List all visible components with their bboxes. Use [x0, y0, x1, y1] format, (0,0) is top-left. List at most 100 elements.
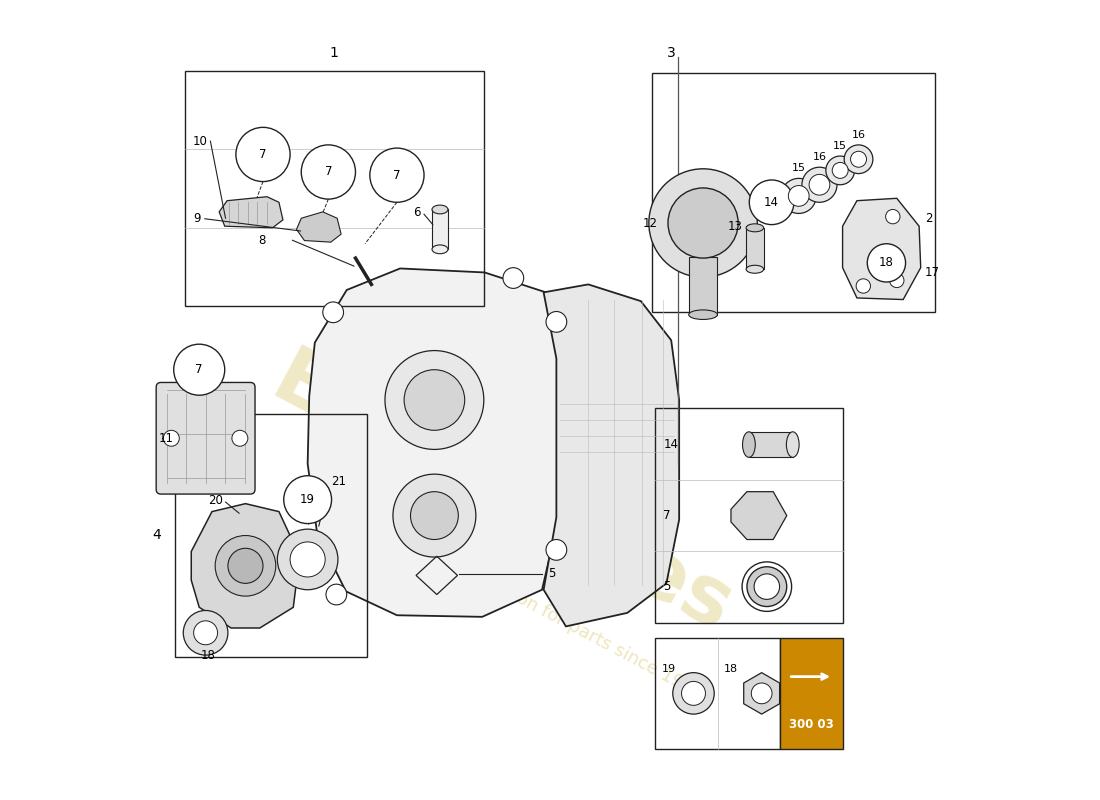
Ellipse shape — [742, 432, 756, 458]
Bar — [689, 258, 717, 314]
Text: Eurospares: Eurospares — [258, 342, 746, 650]
Circle shape — [174, 344, 224, 395]
Text: 3: 3 — [668, 46, 676, 60]
Circle shape — [370, 148, 424, 202]
Circle shape — [867, 244, 905, 282]
Text: 15: 15 — [792, 163, 805, 173]
Circle shape — [393, 474, 476, 557]
Text: 18: 18 — [879, 256, 894, 270]
Text: 7: 7 — [324, 166, 332, 178]
Polygon shape — [219, 197, 283, 228]
Circle shape — [850, 151, 867, 167]
Text: 8: 8 — [258, 234, 265, 246]
Text: 21: 21 — [331, 475, 345, 488]
Circle shape — [194, 621, 218, 645]
Text: 11: 11 — [158, 432, 174, 445]
Text: 300 03: 300 03 — [789, 718, 834, 731]
Text: 12: 12 — [642, 217, 658, 230]
Text: 2: 2 — [925, 212, 932, 225]
Circle shape — [856, 279, 870, 293]
Circle shape — [163, 430, 179, 446]
Polygon shape — [843, 198, 921, 299]
Text: 7: 7 — [663, 509, 671, 522]
Circle shape — [184, 610, 228, 655]
Text: 7: 7 — [393, 169, 400, 182]
Ellipse shape — [746, 224, 763, 232]
Ellipse shape — [432, 205, 448, 214]
Circle shape — [385, 350, 484, 450]
Text: 16: 16 — [851, 130, 866, 140]
Circle shape — [673, 673, 714, 714]
Polygon shape — [308, 269, 558, 617]
Circle shape — [810, 174, 829, 195]
Circle shape — [789, 186, 810, 206]
Ellipse shape — [689, 310, 717, 319]
Polygon shape — [297, 212, 341, 242]
Text: 7: 7 — [260, 148, 266, 161]
Circle shape — [284, 476, 331, 523]
Circle shape — [235, 127, 290, 182]
Text: 10: 10 — [192, 134, 208, 148]
Polygon shape — [191, 504, 299, 628]
Circle shape — [216, 535, 276, 596]
Circle shape — [546, 539, 566, 560]
Text: 9: 9 — [192, 212, 200, 226]
Polygon shape — [732, 492, 786, 539]
Bar — [746, 228, 763, 270]
Circle shape — [745, 564, 789, 609]
Polygon shape — [744, 673, 780, 714]
Circle shape — [410, 492, 459, 539]
Circle shape — [322, 302, 343, 322]
Circle shape — [826, 156, 855, 185]
Text: 18: 18 — [724, 665, 738, 674]
Text: 17: 17 — [925, 266, 939, 279]
Text: 19: 19 — [300, 493, 315, 506]
Circle shape — [277, 529, 338, 590]
Circle shape — [404, 370, 464, 430]
Text: 1: 1 — [330, 46, 339, 60]
Text: 13: 13 — [728, 220, 743, 233]
Circle shape — [781, 178, 816, 214]
Circle shape — [326, 584, 346, 605]
FancyBboxPatch shape — [156, 382, 255, 494]
Text: 7: 7 — [196, 363, 204, 376]
Ellipse shape — [432, 245, 448, 254]
Circle shape — [886, 210, 900, 224]
Text: 4: 4 — [152, 528, 161, 542]
Text: 18: 18 — [201, 649, 216, 662]
Ellipse shape — [786, 432, 799, 458]
Circle shape — [546, 311, 566, 332]
Circle shape — [232, 430, 248, 446]
Bar — [656, 408, 843, 623]
Text: 14: 14 — [663, 438, 679, 451]
Circle shape — [228, 548, 263, 583]
Circle shape — [749, 180, 794, 225]
Bar — [175, 414, 366, 657]
Circle shape — [290, 542, 326, 577]
Circle shape — [503, 268, 524, 288]
Circle shape — [751, 683, 772, 704]
Circle shape — [844, 145, 873, 174]
Text: a passion for parts since 1969: a passion for parts since 1969 — [458, 559, 706, 703]
Circle shape — [755, 574, 780, 599]
Text: 6: 6 — [414, 206, 421, 219]
Bar — [652, 73, 935, 312]
Text: 19: 19 — [661, 665, 675, 674]
Bar — [185, 70, 484, 306]
Text: 15: 15 — [833, 142, 847, 151]
Circle shape — [649, 169, 757, 278]
Circle shape — [833, 162, 848, 178]
Circle shape — [682, 682, 705, 706]
Text: 16: 16 — [813, 152, 826, 162]
Bar — [656, 638, 780, 749]
Circle shape — [802, 167, 837, 202]
Text: 20: 20 — [208, 494, 223, 507]
Text: 14: 14 — [764, 196, 779, 209]
Polygon shape — [543, 285, 679, 626]
Text: 5: 5 — [663, 580, 671, 593]
Circle shape — [301, 145, 355, 199]
Ellipse shape — [746, 266, 763, 274]
Circle shape — [890, 274, 904, 287]
Circle shape — [668, 188, 738, 258]
Bar — [749, 432, 793, 458]
